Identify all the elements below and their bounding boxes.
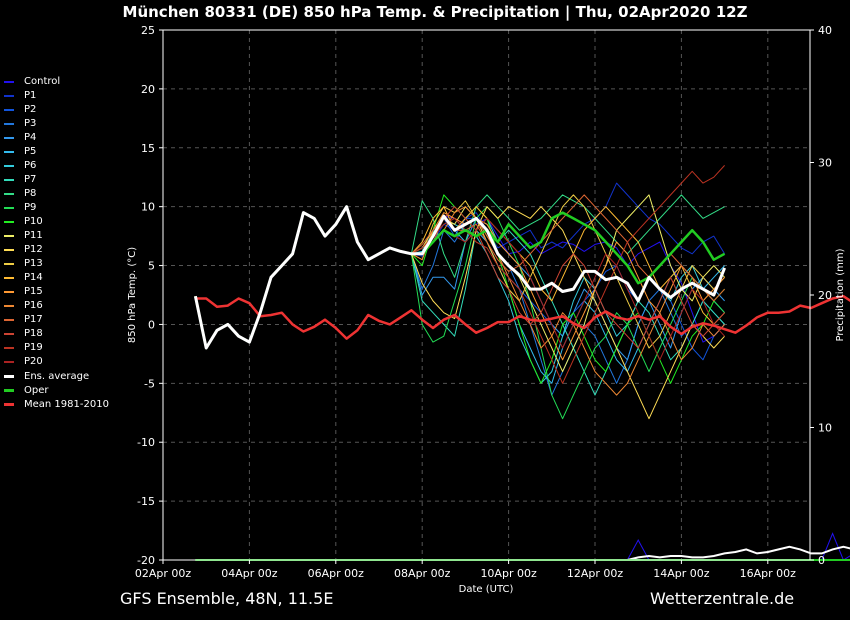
x-tick-label: 04Apr 00z [221,567,278,580]
legend-label: P18 [24,328,43,339]
legend-swatch [4,235,14,237]
chart-title: München 80331 (DE) 850 hPa Temp. & Preci… [123,3,748,22]
y-tick-label: -10 [137,436,155,449]
legend-label: P11 [24,230,43,241]
legend-swatch [4,277,14,279]
y-tick-label: -20 [137,554,155,567]
y2-tick-label: 0 [818,554,825,567]
legend-label: P17 [24,314,43,325]
legend-swatch [4,179,14,181]
y-tick-label: 25 [141,24,155,37]
y-tick-label: 5 [148,260,155,273]
legend-label: P3 [24,118,37,129]
legend-swatch [4,361,14,363]
legend-swatch [4,193,14,195]
legend-swatch [4,263,14,265]
y2-tick-label: 40 [818,24,832,37]
legend-swatch [4,151,14,153]
legend-label: P12 [24,244,43,255]
legend-label: P4 [24,132,37,143]
legend-swatch [4,81,14,83]
y-tick-label: 10 [141,201,155,214]
x-tick-label: 08Apr 00z [394,567,451,580]
legend-label: P2 [24,104,37,115]
legend-label: P6 [24,160,37,171]
legend-label: Mean 1981-2010 [24,399,109,410]
legend-swatch [4,137,14,139]
y-tick-label: 15 [141,142,155,155]
y2-tick-label: 10 [818,422,832,435]
legend-swatch [4,123,14,125]
legend-label: P16 [24,300,43,311]
legend-label: Ens. average [24,371,90,382]
y-tick-label: 0 [148,318,155,331]
x-tick-label: 16Apr 00z [740,567,797,580]
legend-label: Oper [24,385,49,396]
legend-swatch [4,319,14,321]
legend-label: P5 [24,146,37,157]
legend-label: P20 [24,356,43,367]
legend-label: P10 [24,216,43,227]
legend-swatch [4,333,14,335]
temp-line-mean-1981-2010 [195,294,850,340]
legend-label: P9 [24,202,37,213]
y-axis-label: 850 hPa Temp. (°C) [127,247,138,343]
axes: 25 20 15 10 5 0 -5 -10 -15 -20 40 30 20 10 0 02Apr 00z 0… [135,24,832,580]
legend-label: P13 [24,258,43,269]
legend-label: P19 [24,342,43,353]
legend-swatch [4,291,14,293]
legend-label: P8 [24,188,37,199]
legend-swatch [4,109,14,111]
legend-swatch [4,207,14,209]
legend-swatch [4,221,14,223]
y2-tick-label: 20 [818,289,832,302]
temp-line-ens-average [193,205,726,350]
legend-label: P1 [24,90,37,101]
y2-tick-label: 30 [818,157,832,170]
y2-axis-label: Precipitation (mm) [835,248,846,341]
legend-swatch [4,375,14,378]
legend-label: P15 [24,286,43,297]
y-tick-label: 20 [141,83,155,96]
legend-swatch [4,403,14,406]
legend-swatch [4,389,14,392]
x-tick-label: 10Apr 00z [480,567,537,580]
y-tick-label: -15 [137,495,155,508]
temperature-layer [193,165,850,420]
legend-label: Control [24,76,61,87]
x-tick-label: 12Apr 00z [567,567,624,580]
footer-source: GFS Ensemble, 48N, 11.5E [120,589,334,608]
plot-area [163,30,810,560]
legend-label: P14 [24,272,43,283]
x-tick-label: 14Apr 00z [653,567,710,580]
x-axis-label: Date (UTC) [459,584,514,595]
legend-label: P7 [24,174,37,185]
footer-site: Wetterzentrale.de [650,589,795,608]
legend-swatch [4,347,14,349]
legend-swatch [4,249,14,251]
x-tick-label: 06Apr 00z [308,567,365,580]
x-tick-label: 02Apr 00z [135,567,192,580]
legend-swatch [4,95,14,97]
y-tick-label: -5 [144,377,155,390]
legend-swatch [4,305,14,307]
legend-swatch [4,165,14,167]
